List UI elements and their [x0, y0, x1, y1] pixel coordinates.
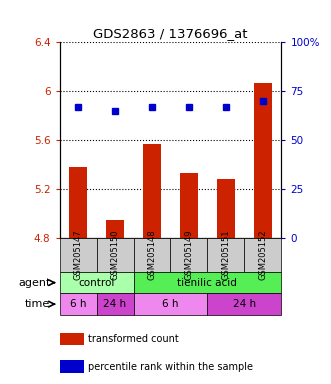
Text: GSM205152: GSM205152: [259, 230, 267, 280]
Bar: [97, 238, 133, 272]
Bar: [97, 293, 133, 315]
Bar: [60, 333, 83, 345]
Text: time: time: [25, 299, 50, 309]
Bar: [208, 238, 244, 272]
Bar: [60, 293, 97, 315]
Text: 6 h: 6 h: [70, 299, 86, 309]
Bar: [133, 293, 208, 315]
Text: GSM205149: GSM205149: [184, 230, 193, 280]
Bar: [133, 272, 281, 293]
Bar: [60, 272, 133, 293]
Bar: [69, 167, 87, 238]
Bar: [143, 144, 161, 238]
Bar: [217, 179, 235, 238]
Text: agent: agent: [18, 278, 50, 288]
Bar: [244, 238, 281, 272]
Bar: [133, 238, 170, 272]
Text: GSM205150: GSM205150: [111, 230, 119, 280]
Text: GSM205147: GSM205147: [73, 230, 82, 280]
Text: 6 h: 6 h: [162, 299, 179, 309]
Text: transformed count: transformed count: [87, 334, 178, 344]
Title: GDS2863 / 1376696_at: GDS2863 / 1376696_at: [93, 26, 248, 40]
Bar: [60, 361, 83, 373]
Bar: [60, 238, 97, 272]
Bar: [254, 83, 272, 238]
Bar: [106, 220, 124, 238]
Text: 24 h: 24 h: [104, 299, 126, 309]
Text: control: control: [78, 278, 115, 288]
Text: tienilic acid: tienilic acid: [177, 278, 237, 288]
Bar: [180, 173, 198, 238]
Text: percentile rank within the sample: percentile rank within the sample: [87, 362, 253, 372]
Bar: [170, 238, 208, 272]
Text: GSM205151: GSM205151: [221, 230, 230, 280]
Bar: [208, 293, 281, 315]
Text: GSM205148: GSM205148: [148, 230, 157, 280]
Text: 24 h: 24 h: [233, 299, 256, 309]
